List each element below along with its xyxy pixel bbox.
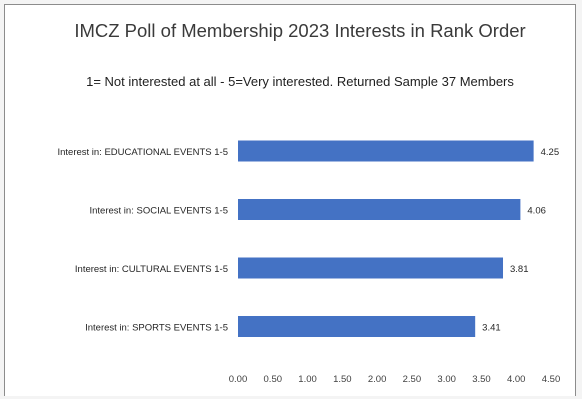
x-tick-label: 2.50	[403, 374, 422, 385]
x-tick-label: 2.00	[368, 374, 387, 385]
data-label: 3.41	[482, 323, 501, 334]
chart-subtitle: 1= Not interested at all - 5=Very intere…	[86, 74, 514, 89]
bar	[238, 257, 504, 279]
chart-title: IMCZ Poll of Membership 2023 Interests i…	[74, 20, 526, 41]
chart-frame: IMCZ Poll of Membership 2023 Interests i…	[4, 4, 576, 396]
x-tick-label: 0.00	[229, 374, 248, 385]
x-tick-label: 1.00	[298, 374, 317, 385]
x-tick-label: 3.00	[437, 374, 456, 385]
x-tick-label: 4.00	[507, 374, 526, 385]
category-label: Interest in: SOCIAL EVENTS 1-5	[89, 206, 228, 217]
x-tick-label: 4.50	[542, 374, 561, 385]
data-label: 4.06	[527, 206, 546, 217]
x-tick-label: 0.50	[264, 374, 283, 385]
x-tick-label: 3.50	[472, 374, 491, 385]
category-label: Interest in: SPORTS EVENTS 1-5	[85, 323, 228, 334]
bar	[238, 199, 521, 220]
bar-chart-plot: Interest in: EDUCATIONAL EVENTS 1-5 4.25 I…	[57, 140, 561, 385]
bar	[238, 316, 476, 337]
category-label: Interest in: EDUCATIONAL EVENTS 1-5	[57, 147, 228, 158]
bar	[238, 140, 534, 162]
x-tick-label: 1.50	[333, 374, 352, 385]
data-label: 3.81	[510, 264, 529, 275]
data-label: 4.25	[541, 147, 560, 158]
category-label: Interest in: CULTURAL EVENTS 1-5	[75, 264, 228, 275]
